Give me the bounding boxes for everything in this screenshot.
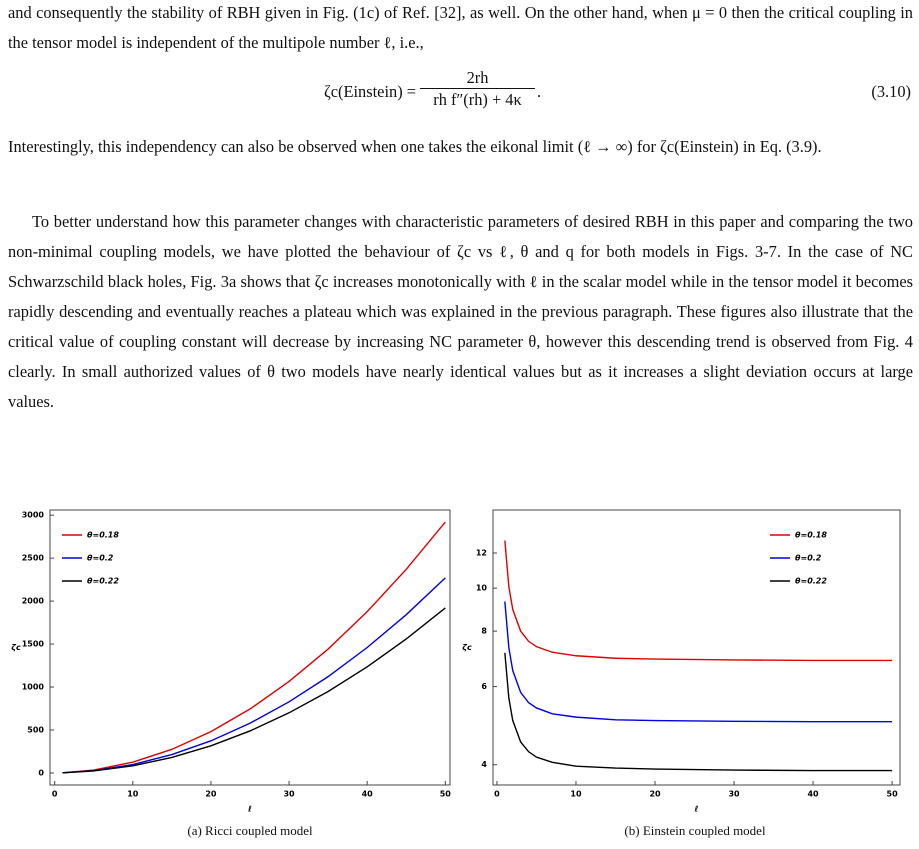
- y-tick-label: 500: [27, 726, 44, 735]
- x-axis-label: ℓ: [694, 805, 699, 814]
- series-line: [62, 607, 446, 774]
- legend-label: θ=0.18: [795, 531, 827, 540]
- y-tick-label: 1500: [22, 640, 45, 649]
- x-tick-label: 20: [649, 790, 661, 799]
- paragraph: and consequently the stability of RBH gi…: [8, 3, 913, 52]
- series-line: [62, 521, 446, 774]
- series-line: [504, 601, 893, 723]
- x-axis-label: ℓ: [247, 805, 252, 814]
- plot-frame: [492, 509, 901, 786]
- chart: 0 500 1000 1500 2000 2500 3000 0 10 20 30 40 50 ζc ℓ θ=…: [11, 509, 452, 814]
- y-tick-label: 8: [481, 627, 487, 636]
- caption: (a) Ricci coupled model: [187, 823, 313, 838]
- y-tick-label: 2500: [22, 554, 45, 563]
- y-tick-label: 6: [481, 682, 487, 691]
- x-tick-label: 50: [440, 790, 452, 799]
- equation-lhs: ζc(Einstein) =: [323, 82, 416, 101]
- y-tick-label: 3000: [22, 511, 45, 520]
- y-tick-label: 4: [481, 760, 487, 769]
- legend-label: θ=0.2: [795, 554, 822, 563]
- y-tick-label: 12: [476, 548, 487, 557]
- x-tick-label: 10: [570, 790, 582, 799]
- legend-label: θ=0.18: [87, 531, 119, 540]
- y-axis-label: ζc: [11, 643, 21, 652]
- y-tick-label: 10: [476, 584, 488, 593]
- x-tick-label: 40: [807, 790, 819, 799]
- equation-end: .: [537, 82, 542, 101]
- legend-label: θ=0.22: [795, 577, 827, 586]
- x-tick-label: 30: [283, 790, 295, 799]
- x-tick-label: 20: [205, 790, 217, 799]
- y-tick-label: 2000: [22, 597, 45, 606]
- y-tick-label: 1000: [22, 683, 45, 692]
- caption: (b) Einstein coupled model: [624, 823, 766, 838]
- equation-denominator: rh f″(rh) + 4κ: [433, 90, 522, 109]
- x-tick-label: 40: [362, 790, 374, 799]
- plot-frame: [49, 509, 451, 786]
- x-tick-label: 50: [887, 790, 899, 799]
- x-tick-label: 30: [728, 790, 740, 799]
- y-tick-label: 0: [38, 768, 44, 777]
- chart: 4 6 8 10 12 0 10 20 30 40 50 ζc ℓ θ=0.18 θ=0.2 θ=0.22: [462, 509, 901, 814]
- legend-label: θ=0.2: [87, 554, 114, 563]
- x-tick-label: 0: [494, 790, 500, 799]
- series-line: [504, 540, 893, 662]
- series-line: [62, 577, 446, 774]
- equation-number: (3.10): [871, 82, 911, 101]
- paragraph: Interestingly, this independency can als…: [8, 137, 822, 156]
- paragraph: To better understand how this parameter …: [8, 212, 913, 411]
- x-tick-label: 0: [52, 790, 58, 799]
- equation-numerator: 2rh: [420, 68, 535, 89]
- x-tick-label: 10: [127, 790, 139, 799]
- y-axis-label: ζc: [462, 643, 472, 652]
- legend-label: θ=0.22: [87, 577, 119, 586]
- series-line: [504, 652, 893, 772]
